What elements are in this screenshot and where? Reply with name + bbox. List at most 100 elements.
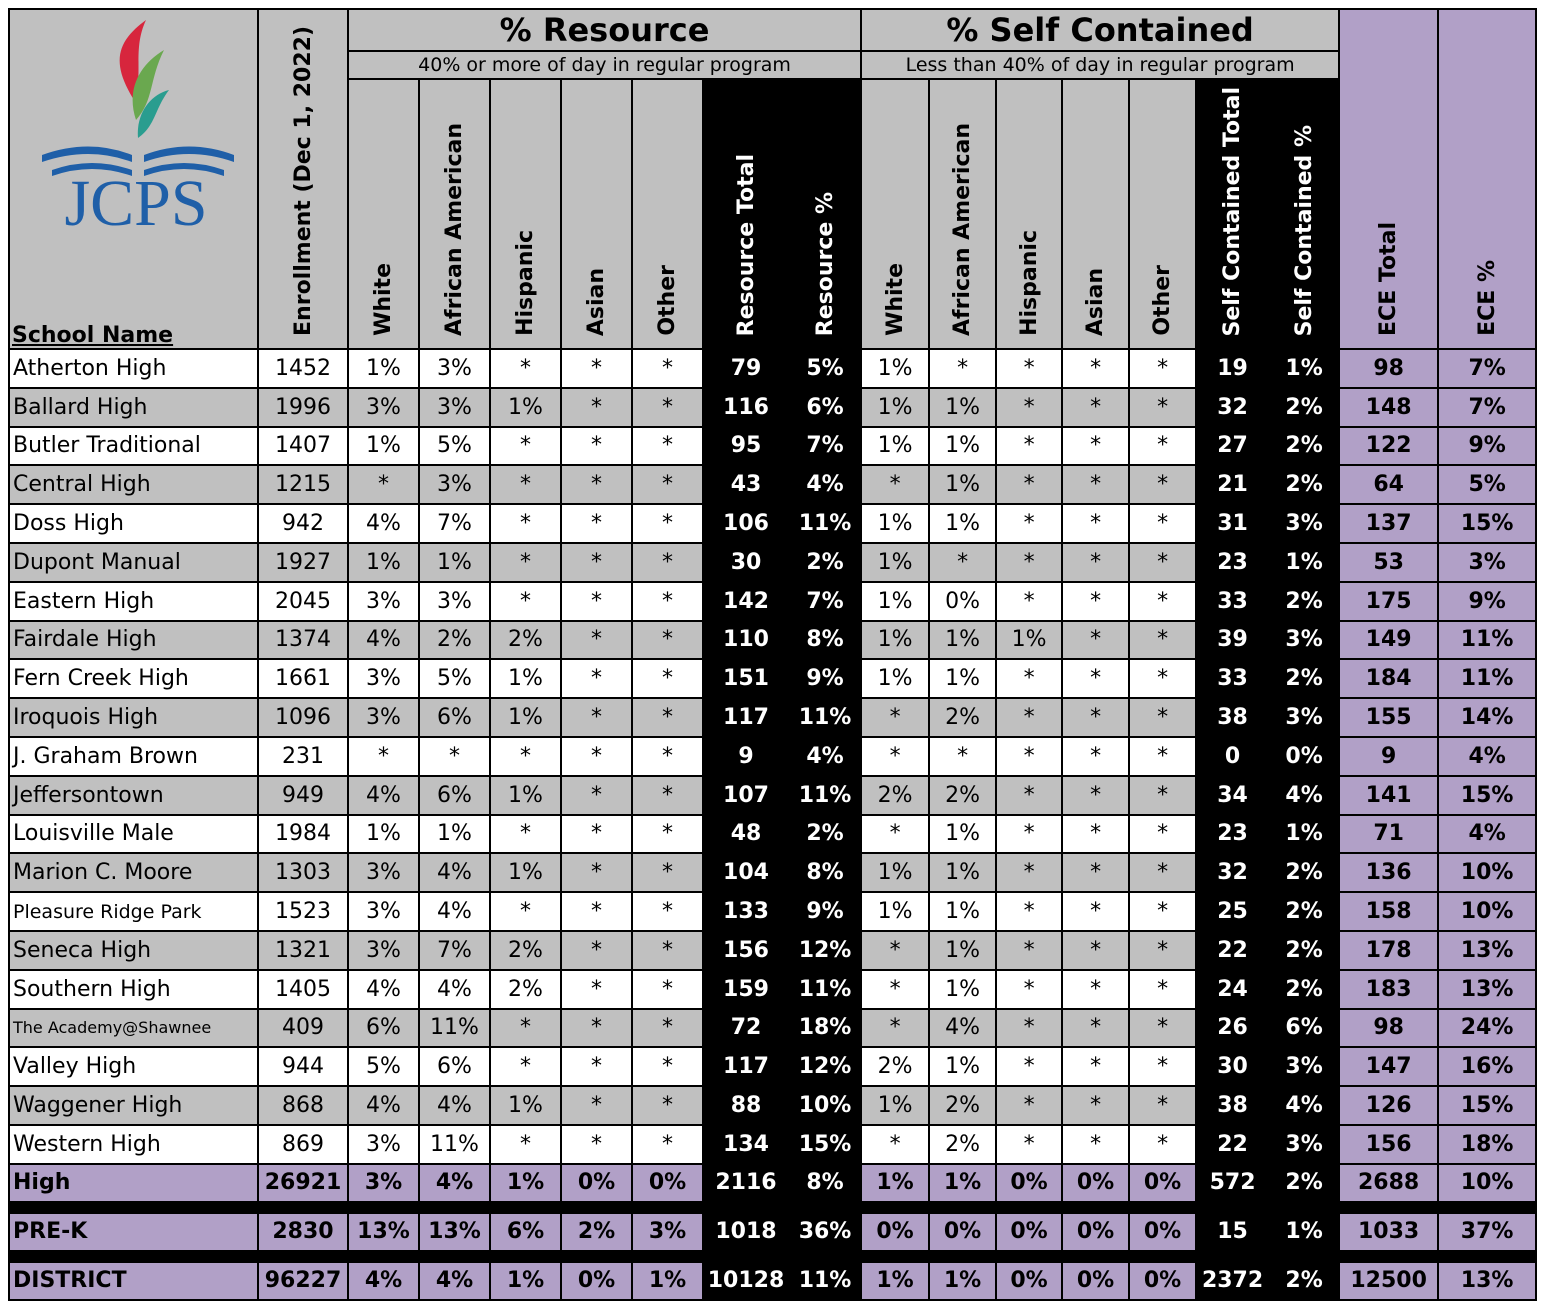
cell: * bbox=[560, 891, 633, 932]
cell: 1% bbox=[489, 1260, 562, 1301]
cell: 107 bbox=[702, 774, 790, 816]
cell: * bbox=[860, 1007, 931, 1049]
cell: 95 bbox=[702, 425, 790, 467]
cell: 6% bbox=[489, 1211, 562, 1252]
header-text: Resource % bbox=[812, 191, 838, 336]
column-header: Hispanic bbox=[489, 78, 562, 350]
cell: 4% bbox=[787, 735, 863, 777]
cell: 48 bbox=[702, 813, 790, 855]
school-name: The Academy@Shawnee bbox=[8, 1007, 259, 1049]
column-header: ECE % bbox=[1437, 8, 1538, 350]
cell: 23 bbox=[1195, 813, 1271, 855]
table-row: Southern High 1405 4% 4% 2% * * 159 11% * 1% * * * 24 2… bbox=[8, 968, 1538, 1010]
cell: 24% bbox=[1437, 1007, 1538, 1049]
cell: 1% bbox=[347, 425, 420, 467]
cell: 4% bbox=[418, 1162, 491, 1203]
cell: 110 bbox=[702, 619, 790, 661]
cell: 10128 bbox=[702, 1260, 790, 1301]
cell: * bbox=[418, 735, 491, 777]
cell: * bbox=[860, 735, 931, 777]
school-name: Central High bbox=[8, 464, 259, 506]
cell: 1096 bbox=[257, 697, 349, 738]
cell: 4% bbox=[418, 968, 491, 1010]
cell: * bbox=[860, 813, 931, 855]
cell: 1321 bbox=[257, 929, 349, 971]
table-row: Fairdale High 1374 4% 2% 2% * * 110 8% 1% 1% 1% * * 39… bbox=[8, 619, 1538, 661]
cell: 6% bbox=[418, 697, 491, 738]
cell: * bbox=[631, 813, 704, 855]
cell: 5% bbox=[787, 348, 863, 389]
cell: 116 bbox=[702, 386, 790, 428]
cell: 1% bbox=[860, 425, 931, 467]
cell: 1927 bbox=[257, 541, 349, 583]
cell: * bbox=[1061, 425, 1131, 467]
cell: 14% bbox=[1437, 697, 1538, 738]
cell: 0% bbox=[1061, 1260, 1131, 1301]
cell: 9% bbox=[787, 891, 863, 932]
cell: 944 bbox=[257, 1046, 349, 1088]
cell: 3% bbox=[418, 464, 491, 506]
table-row: Marion C. Moore 1303 3% 4% 1% * * 104 8% 1% 1% * * * 3… bbox=[8, 852, 1538, 894]
cell: * bbox=[995, 580, 1064, 622]
header-text: African American bbox=[442, 122, 467, 336]
cell: 5% bbox=[1437, 464, 1538, 506]
cell: * bbox=[995, 1007, 1064, 1049]
cell: 1% bbox=[860, 541, 931, 583]
school-name: Fern Creek High bbox=[8, 658, 259, 700]
header-text: White bbox=[882, 263, 908, 336]
cell: 4% bbox=[347, 503, 420, 544]
cell: * bbox=[1061, 1046, 1131, 1088]
separator-cell bbox=[7, 1249, 1538, 1263]
cell: * bbox=[560, 968, 633, 1010]
cell: 136 bbox=[1338, 852, 1440, 894]
column-header: ECE Total bbox=[1338, 8, 1440, 350]
cell: 183 bbox=[1338, 968, 1440, 1010]
cell: * bbox=[560, 852, 633, 894]
cell: 2% bbox=[928, 697, 998, 738]
logo-text: JCPS bbox=[64, 167, 207, 240]
school-name: J. Graham Brown bbox=[8, 735, 259, 777]
cell: 3% bbox=[347, 697, 420, 738]
cell: 1% bbox=[860, 891, 931, 932]
cell: 1% bbox=[1268, 348, 1341, 389]
cell: * bbox=[489, 348, 562, 389]
cell: 16% bbox=[1437, 1046, 1538, 1088]
cell: 1407 bbox=[257, 425, 349, 467]
cell: 1% bbox=[860, 1085, 931, 1126]
summary-label: High bbox=[8, 1162, 259, 1203]
cell: * bbox=[1061, 1007, 1131, 1049]
school-name: Atherton High bbox=[8, 348, 259, 389]
cell: * bbox=[560, 735, 633, 777]
cell: * bbox=[995, 852, 1064, 894]
cell: * bbox=[631, 1007, 704, 1049]
cell: * bbox=[928, 541, 998, 583]
cell: * bbox=[1128, 813, 1198, 855]
cell: * bbox=[995, 541, 1064, 583]
cell: 33 bbox=[1195, 580, 1271, 622]
cell: * bbox=[560, 658, 633, 700]
cell: * bbox=[489, 503, 562, 544]
table-row: Pleasure Ridge Park 1523 3% 4% * * * 133 9% 1% 1% *… bbox=[8, 891, 1538, 932]
cell: 31 bbox=[1195, 503, 1271, 544]
cell: * bbox=[1128, 541, 1198, 583]
table-row: Dupont Manual 1927 1% 1% * * * 30 2% 1% * * * * 23 1% 53… bbox=[8, 541, 1538, 583]
cell: 1% bbox=[928, 425, 998, 467]
table-row: Fern Creek High 1661 3% 5% 1% * * 151 9% 1% 1% * * * 3… bbox=[8, 658, 1538, 700]
cell: 0% bbox=[1061, 1162, 1131, 1203]
cell: 155 bbox=[1338, 697, 1440, 738]
cell: 178 bbox=[1338, 929, 1440, 971]
cell: 117 bbox=[702, 1046, 790, 1088]
cell: * bbox=[560, 1046, 633, 1088]
cell: 4% bbox=[928, 1007, 998, 1049]
cell: * bbox=[1128, 929, 1198, 971]
cell: * bbox=[631, 580, 704, 622]
logo: JCPS bbox=[42, 20, 234, 240]
cell: 1% bbox=[860, 1162, 931, 1203]
cell: 1% bbox=[860, 348, 931, 389]
cell: * bbox=[631, 697, 704, 738]
cell: 137 bbox=[1338, 503, 1440, 544]
cell: 13% bbox=[1437, 929, 1538, 971]
cell: 2% bbox=[560, 1211, 633, 1252]
cell: 98 bbox=[1338, 348, 1440, 389]
